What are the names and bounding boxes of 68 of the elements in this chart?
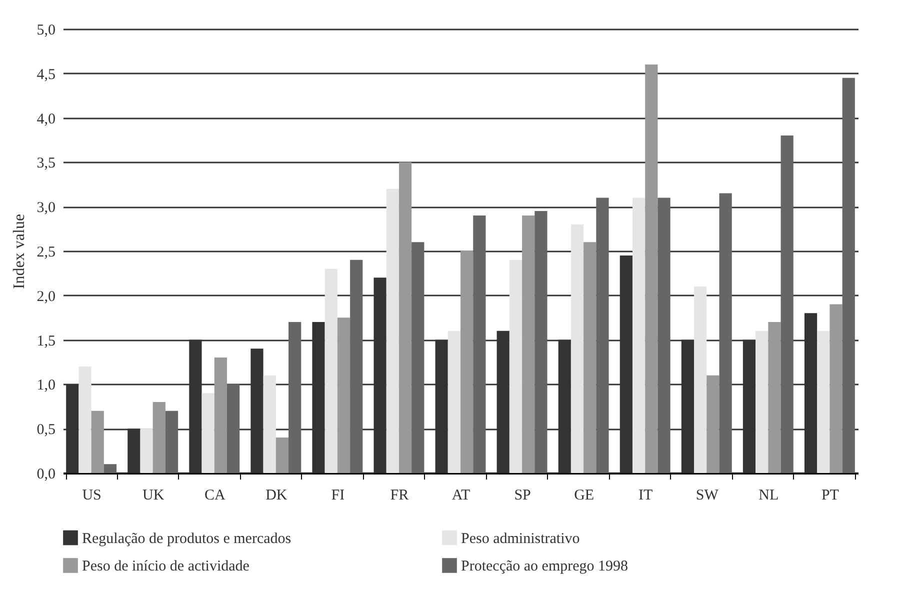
bar (91, 410, 104, 473)
y-tick-label: 1,5 (36, 333, 56, 350)
bar (817, 330, 830, 473)
x-tick-label: UK (142, 488, 164, 504)
bar (780, 136, 794, 473)
y-tick-label: 5,0 (36, 22, 56, 38)
bar (386, 188, 399, 473)
x-tick-label: SW (696, 488, 720, 504)
bar (140, 428, 153, 473)
y-tick-label: 2,0 (36, 288, 56, 305)
bar (448, 330, 460, 473)
bar (534, 211, 548, 473)
bar (658, 198, 670, 473)
x-tick-label: FI (331, 488, 345, 504)
bar (842, 78, 855, 473)
bar (214, 358, 227, 473)
bar (276, 437, 289, 473)
x-tick-label: DK (266, 488, 288, 504)
bar (522, 215, 535, 473)
bar (768, 322, 781, 473)
x-tick-label: AT (452, 488, 470, 504)
x-tick-label: NL (758, 488, 779, 504)
bar (645, 64, 658, 473)
bar (694, 286, 707, 473)
bar (324, 268, 338, 473)
bar (632, 198, 646, 473)
bar (202, 393, 214, 473)
bar (584, 242, 596, 473)
bar (570, 224, 584, 473)
bar (706, 375, 720, 473)
bar (412, 242, 424, 473)
bar (337, 318, 350, 473)
y-tick-label: 3,0 (36, 200, 56, 216)
bar (460, 251, 474, 473)
legend-label: Regulação de produtos e mercados (82, 530, 292, 547)
bar (509, 260, 522, 473)
legend-label: Peso de início de actividade (82, 558, 250, 574)
y-tick-label: 1,0 (36, 378, 56, 394)
bar (473, 215, 486, 473)
bar (398, 162, 412, 473)
y-axis-title: Index value (10, 214, 28, 290)
x-tick-label: US (82, 488, 102, 504)
y-tick-label: 3,5 (36, 156, 56, 172)
x-tick-label: CA (204, 488, 226, 504)
bar (165, 410, 178, 473)
bar (756, 330, 768, 473)
y-tick-label: 2,5 (36, 244, 56, 260)
x-tick-label: SP (514, 488, 531, 504)
x-tick-label: FR (390, 488, 409, 504)
bar (719, 193, 732, 473)
x-tick-label: IT (638, 488, 653, 504)
y-tick-label: 0,0 (36, 466, 56, 482)
y-tick-label: 4,5 (36, 66, 56, 83)
bar (350, 260, 363, 473)
bar (263, 375, 276, 473)
legend-label: Protecção ao emprego 1998 (461, 558, 628, 574)
bar (226, 384, 240, 473)
bar (152, 402, 166, 473)
bar (596, 198, 609, 473)
bar (288, 322, 302, 473)
x-tick-label: PT (821, 488, 839, 504)
y-tick-label: 4,0 (36, 111, 56, 128)
legend-label: Peso administrativo (461, 530, 580, 547)
bar (104, 464, 117, 473)
x-tick-label: GE (574, 488, 594, 504)
bar (830, 304, 842, 473)
bar (78, 366, 92, 473)
y-tick-label: 0,5 (36, 422, 56, 438)
